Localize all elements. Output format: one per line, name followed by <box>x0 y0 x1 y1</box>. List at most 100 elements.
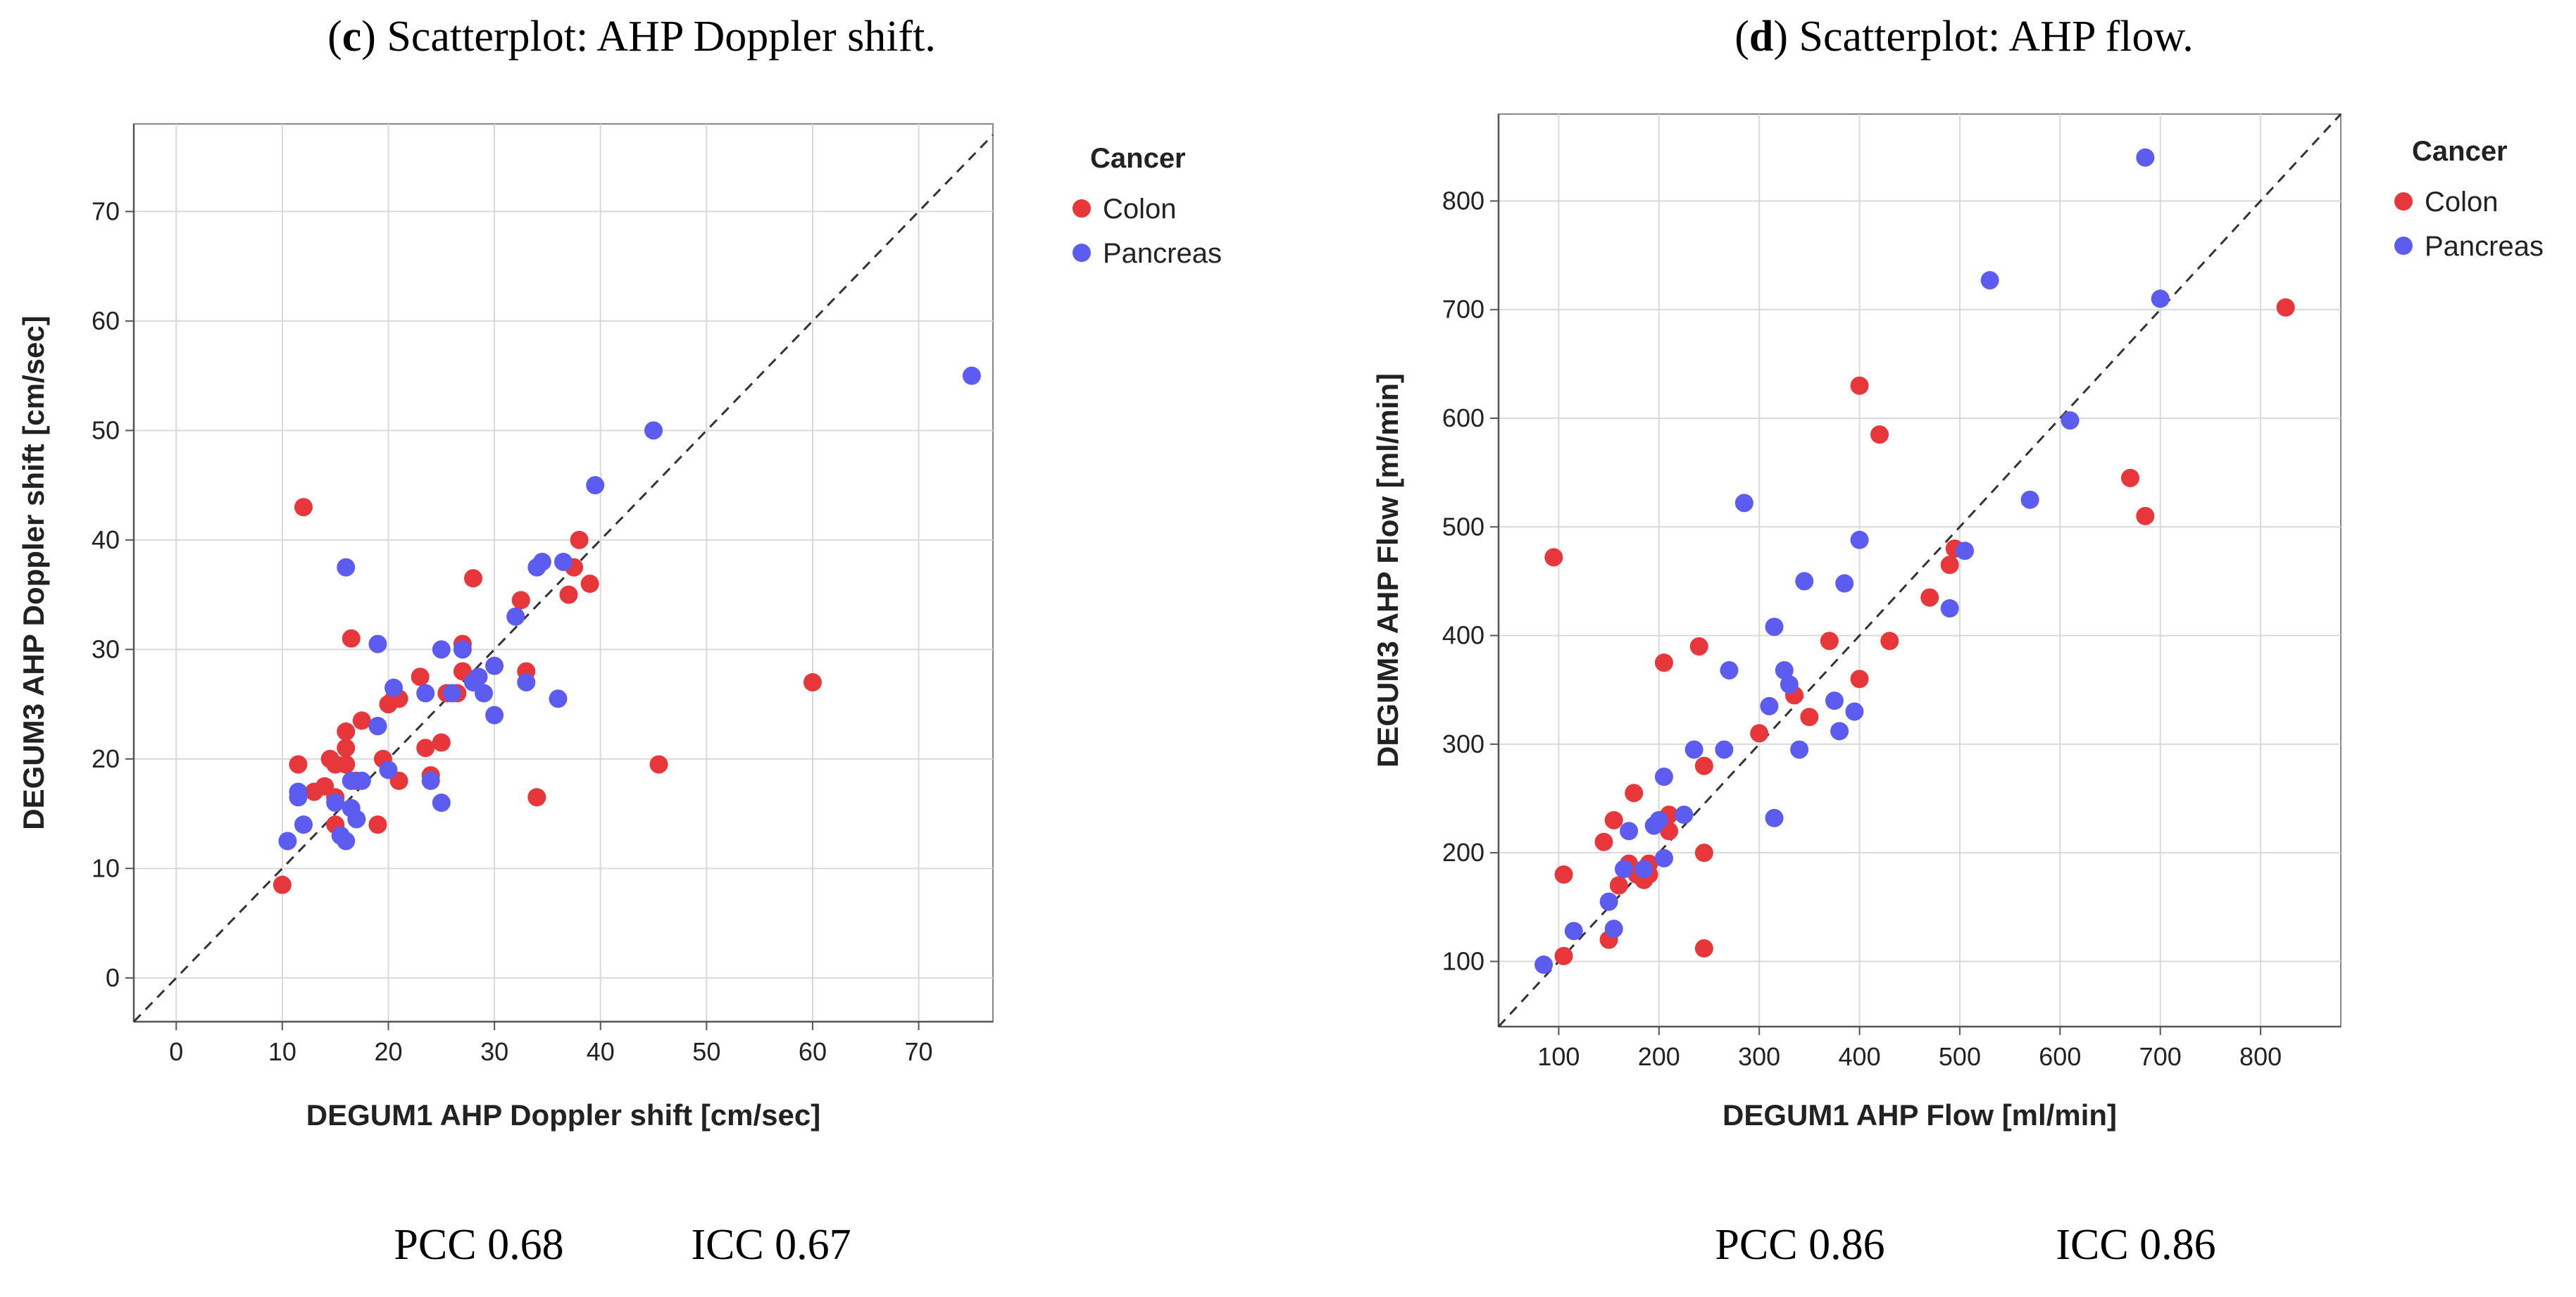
panel-letter: c <box>342 13 362 61</box>
legend: Cancer Colon Pancreas <box>2394 136 2544 262</box>
data-point <box>1980 271 1999 290</box>
data-point <box>1870 425 1889 444</box>
data-point <box>1956 541 1975 560</box>
legend-title: Cancer <box>1090 143 1186 174</box>
x-tick-label: 30 <box>480 1037 508 1066</box>
data-point <box>411 668 430 687</box>
data-point <box>517 672 536 691</box>
y-axis-label: DEGUM3 AHP Flow [ml/min] <box>1371 373 1404 767</box>
legend-marker <box>2394 192 2413 211</box>
data-point <box>289 755 308 774</box>
data-point <box>1845 702 1864 721</box>
data-point <box>1775 660 1794 679</box>
data-point <box>2136 506 2155 525</box>
y-axis-label: DEGUM3 AHP Doppler shift [cm/sec] <box>17 315 50 829</box>
x-tick-label: 600 <box>2039 1042 2081 1071</box>
panel-c: (c) Scatterplot: AHP Doppler shift. 0 10 20… <box>17 13 1222 1269</box>
data-point <box>554 552 573 571</box>
data-point <box>1850 376 1869 395</box>
data-point <box>962 366 981 385</box>
y-tick-label: 100 <box>1442 946 1484 975</box>
data-point <box>1940 556 1959 575</box>
y-tick-label: 800 <box>1442 186 1484 215</box>
y-tick-label: 300 <box>1442 729 1484 758</box>
data-point <box>368 815 387 834</box>
data-point <box>1694 844 1713 863</box>
legend-label: Colon <box>1103 194 1177 225</box>
y-tick-label: 500 <box>1442 512 1484 541</box>
data-point <box>586 476 605 495</box>
data-point <box>1830 722 1849 741</box>
data-point <box>368 634 387 653</box>
data-point <box>337 755 356 774</box>
x-tick-label: 40 <box>587 1037 615 1066</box>
data-point <box>432 640 451 659</box>
data-point <box>1620 822 1639 841</box>
y-tick-label: 200 <box>1442 838 1484 867</box>
series-colon <box>273 498 822 894</box>
y-tick-label: 400 <box>1442 621 1484 650</box>
data-point <box>337 558 356 577</box>
x-tick-label: 60 <box>799 1037 827 1066</box>
data-point <box>352 771 371 790</box>
data-point <box>1734 494 1753 513</box>
legend-marker <box>1073 199 1091 218</box>
data-point <box>463 569 482 588</box>
data-point <box>384 678 404 697</box>
data-point <box>1564 922 1583 941</box>
y-tick-label: 30 <box>92 634 120 663</box>
data-point <box>1800 708 1819 727</box>
x-tick-label: 70 <box>905 1037 933 1066</box>
pcc-value: PCC 0.68 <box>394 1221 563 1269</box>
data-point <box>527 788 546 807</box>
data-point <box>342 629 361 648</box>
data-point <box>416 684 435 703</box>
data-point <box>2061 411 2080 430</box>
data-point <box>485 656 504 675</box>
data-point <box>1554 865 1573 884</box>
data-point <box>1694 756 1713 775</box>
legend-marker <box>2394 237 2413 255</box>
data-point <box>1750 724 1769 743</box>
x-tick-label: 300 <box>1738 1042 1780 1071</box>
x-tick-label: 50 <box>692 1037 720 1066</box>
data-point <box>475 684 494 703</box>
panel-letter: d <box>1749 13 1773 61</box>
legend-title: Cancer <box>2412 136 2508 167</box>
data-point <box>2151 289 2170 308</box>
data-point <box>485 706 504 725</box>
data-point <box>1654 848 1673 867</box>
y-tick-label: 70 <box>92 196 120 225</box>
x-tick-label: 200 <box>1638 1042 1680 1071</box>
data-point <box>1544 548 1563 567</box>
data-point <box>2276 298 2295 317</box>
data-point <box>2136 148 2155 167</box>
data-point <box>1820 632 1839 651</box>
data-point <box>1825 691 1844 710</box>
pcc-value: PCC 0.86 <box>1715 1221 1884 1269</box>
data-point <box>421 771 440 790</box>
x-axis-label: DEGUM1 AHP Flow [ml/min] <box>1722 1098 2117 1132</box>
x-tick-label: 500 <box>1939 1042 1981 1071</box>
data-point <box>294 498 313 517</box>
data-point <box>442 684 461 703</box>
data-point <box>2121 468 2139 487</box>
y-tick-label: 600 <box>1442 403 1484 432</box>
x-axis-label: DEGUM1 AHP Doppler shift [cm/sec] <box>306 1098 820 1132</box>
y-tick-label: 700 <box>1442 295 1484 324</box>
data-point <box>289 788 308 807</box>
panel-title: (c) Scatterplot: AHP Doppler shift. <box>327 13 936 61</box>
x-tick-label: 700 <box>2139 1042 2182 1071</box>
x-tick-label: 400 <box>1839 1042 1881 1071</box>
data-point <box>549 689 568 708</box>
x-tick-label: 100 <box>1537 1042 1580 1071</box>
identity-line <box>132 134 994 1023</box>
data-point <box>1599 892 1618 911</box>
data-point <box>559 585 578 604</box>
data-point <box>337 739 356 758</box>
x-tick-label: 20 <box>374 1037 402 1066</box>
plot-area <box>133 123 994 1022</box>
data-point <box>352 711 371 730</box>
data-point <box>803 672 822 691</box>
panel-title: (d) Scatterplot: AHP flow. <box>1734 13 2194 61</box>
